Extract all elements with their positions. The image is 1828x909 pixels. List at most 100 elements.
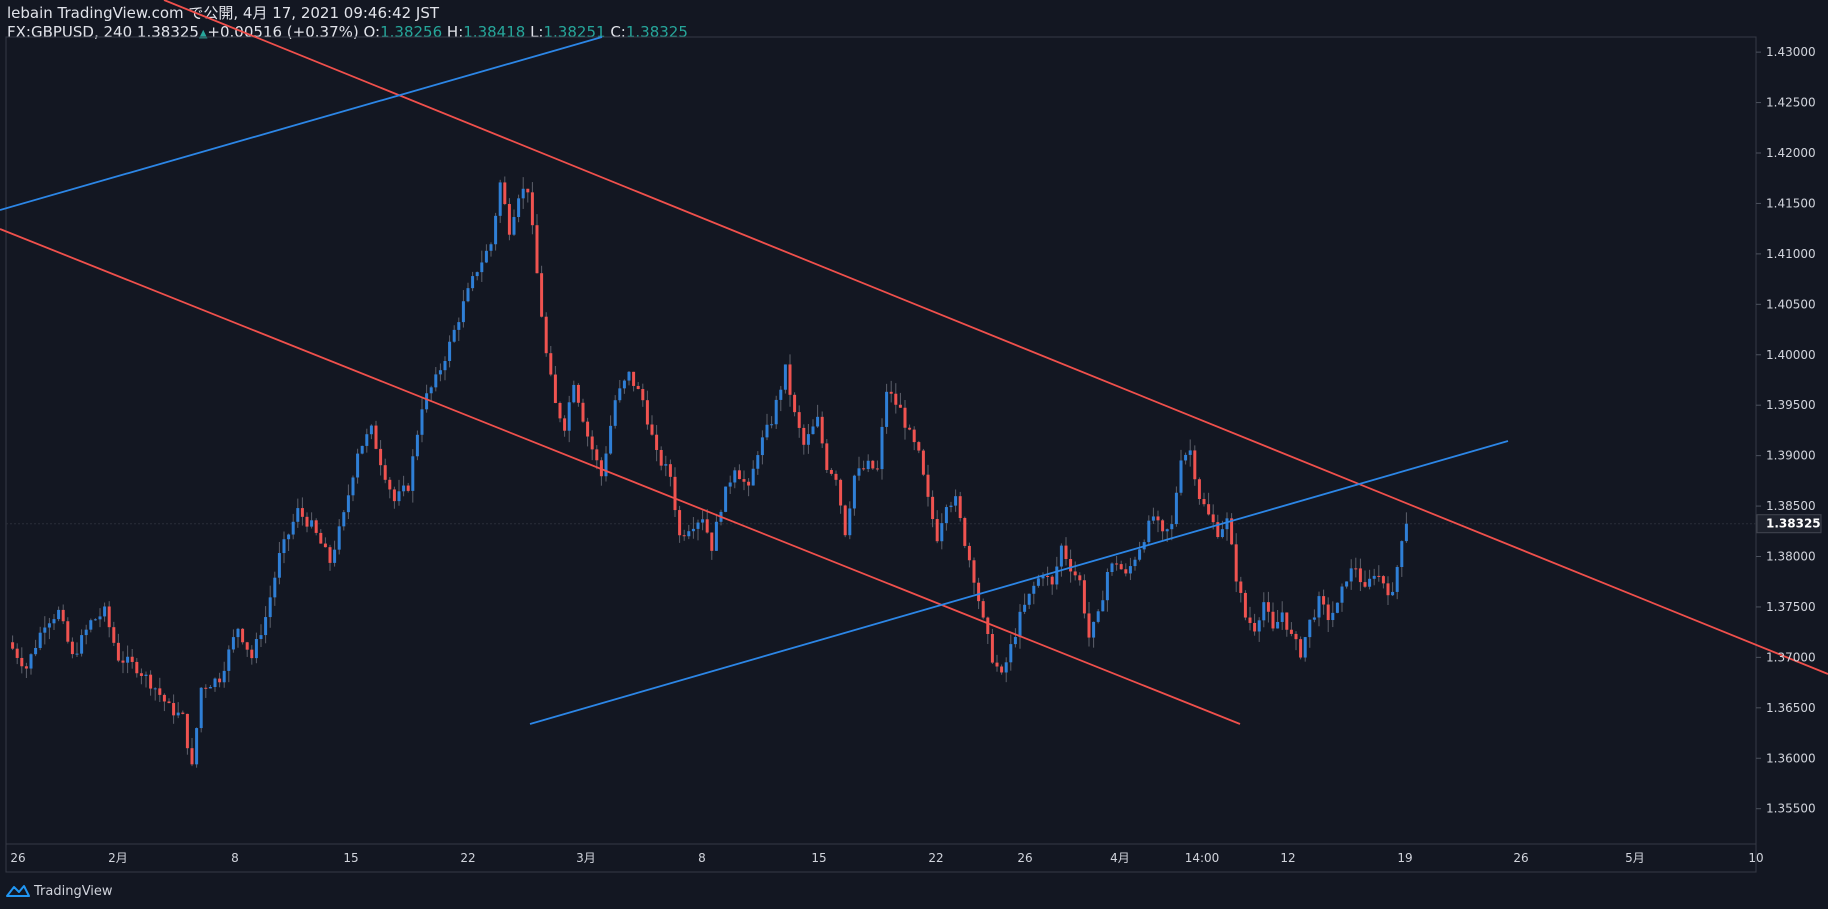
candle-body xyxy=(484,250,488,263)
candle-body xyxy=(475,272,479,277)
trendlines-group[interactable] xyxy=(0,0,1828,725)
candle-body xyxy=(319,532,323,544)
candle-body xyxy=(889,391,893,394)
candle-body xyxy=(549,353,553,375)
candle-body xyxy=(1345,581,1349,587)
candle-body xyxy=(365,434,369,446)
candle-body xyxy=(1207,504,1211,515)
candle-body xyxy=(1271,611,1275,629)
price-tick-label: 1.37000 xyxy=(1766,650,1816,664)
candle-body xyxy=(627,371,631,381)
candle-body xyxy=(1055,566,1059,585)
time-axis[interactable]: 26 2月 8 15 22 3月 8 15 22 26 4月 14:00 12 19 26 5月 10 xyxy=(10,851,1763,865)
candle-body xyxy=(1253,622,1257,632)
candle-body xyxy=(107,606,111,628)
candle-body xyxy=(397,491,401,502)
up-arrow-icon: ▲ xyxy=(198,27,208,40)
candle-body xyxy=(199,687,203,729)
candle-body xyxy=(581,402,585,422)
candle-body xyxy=(181,712,185,714)
time-tick-label: 10 xyxy=(1748,851,1763,865)
candle-body xyxy=(167,701,171,704)
candle-body xyxy=(742,479,746,482)
red-trendline[interactable] xyxy=(0,228,1241,725)
candle-body xyxy=(1096,611,1100,622)
candle-body xyxy=(779,389,783,400)
candle-body xyxy=(1404,523,1408,542)
time-tick-label: 14:00 xyxy=(1185,851,1220,865)
candle-body xyxy=(356,453,360,478)
price-chart[interactable]: 1.43000 1.42500 1.42000 1.41500 1.41000 1.405… xyxy=(0,0,1828,880)
time-tick-label: 22 xyxy=(928,851,943,865)
candle-body xyxy=(489,244,493,251)
candle-body xyxy=(1004,662,1008,673)
candle-body xyxy=(162,694,166,702)
candle-body xyxy=(1009,644,1013,663)
candle-body xyxy=(645,400,649,425)
candle-body xyxy=(770,424,774,426)
candle-body xyxy=(15,648,19,658)
candle-body xyxy=(273,577,277,598)
candle-body xyxy=(1358,568,1362,583)
candle-body xyxy=(287,534,291,540)
price-tick-label: 1.39500 xyxy=(1766,398,1816,412)
candle-body xyxy=(172,703,176,716)
blue-trendline[interactable] xyxy=(0,36,603,211)
price-tick-label: 1.36000 xyxy=(1766,751,1816,765)
candle-body xyxy=(609,425,613,454)
candle-body xyxy=(1230,518,1234,545)
candle-body xyxy=(705,519,709,533)
candle-body xyxy=(1368,578,1372,587)
candle-body xyxy=(1312,617,1316,620)
candle-body xyxy=(139,673,143,676)
candle-body xyxy=(291,521,295,535)
candle-body xyxy=(116,642,120,661)
candle-body xyxy=(664,464,668,466)
candle-body xyxy=(300,508,304,517)
red-trendline[interactable] xyxy=(163,0,1828,675)
candle-body xyxy=(1202,499,1206,505)
candle-body xyxy=(1349,568,1353,582)
time-tick-label: 4月 xyxy=(1110,851,1130,865)
candle-body xyxy=(346,495,350,513)
candle-body xyxy=(1170,524,1174,530)
candle-body xyxy=(834,473,838,480)
price-tick-label: 1.41000 xyxy=(1766,247,1816,261)
candle-body xyxy=(724,486,728,512)
candle-body xyxy=(222,670,226,683)
candle-body xyxy=(862,468,866,470)
candle-body xyxy=(438,370,442,375)
candle-body xyxy=(314,520,318,533)
candle-body xyxy=(590,436,594,450)
candle-body xyxy=(369,425,373,435)
candle-body xyxy=(406,485,410,491)
candle-body xyxy=(1294,633,1298,640)
candle-body xyxy=(714,521,718,551)
candle-body xyxy=(912,429,916,443)
tradingview-logo-icon xyxy=(6,885,30,897)
candle-body xyxy=(774,399,778,425)
candle-body xyxy=(871,460,875,469)
price-tick-label: 1.36500 xyxy=(1766,701,1816,715)
time-tick-label: 19 xyxy=(1397,851,1412,865)
candle-body xyxy=(241,628,245,643)
candle-body xyxy=(760,437,764,456)
candle-body xyxy=(857,468,861,476)
price-tick-label: 1.40000 xyxy=(1766,348,1816,362)
candle-body xyxy=(977,582,981,602)
price-axis[interactable]: 1.43000 1.42500 1.42000 1.41500 1.41000 1.405… xyxy=(1756,45,1822,816)
candle-body xyxy=(710,532,714,551)
candle-body xyxy=(852,475,856,509)
candle-body xyxy=(526,188,530,193)
time-tick-label: 22 xyxy=(460,851,475,865)
blue-trendline[interactable] xyxy=(529,440,1509,725)
candle-body xyxy=(682,535,686,537)
candle-body xyxy=(572,384,576,403)
candle-body xyxy=(944,507,948,524)
candle-body xyxy=(103,606,107,617)
time-tick-label: 8 xyxy=(231,851,239,865)
candle-body xyxy=(507,204,511,235)
candle-body xyxy=(802,427,806,445)
footer-brand[interactable]: TradingView xyxy=(6,880,113,902)
candle-body xyxy=(158,688,162,695)
